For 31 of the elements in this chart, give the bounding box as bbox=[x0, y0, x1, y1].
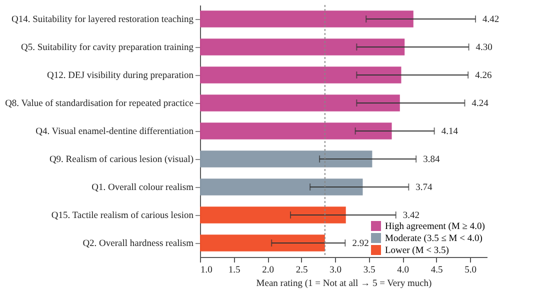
x-tick-label: 3.5 bbox=[363, 266, 376, 276]
y-tick-label: Q12. DEJ visibility during preparation bbox=[47, 71, 194, 81]
x-tick-label: 1.0 bbox=[200, 266, 213, 276]
y-tick-label: Q14. Suitability for layered restoration teaching bbox=[11, 15, 194, 25]
legend-label: Moderate (3.5 ≤ M < 4.0) bbox=[385, 234, 482, 244]
annotation: 3.74 bbox=[416, 183, 433, 193]
annotation: 2.92 bbox=[352, 239, 370, 249]
annotation: 3.84 bbox=[423, 155, 440, 165]
legend-label: High agreement (M ≥ 4.0) bbox=[385, 222, 485, 232]
annotation: 4.26 bbox=[475, 71, 492, 81]
x-tick-label: 4.5 bbox=[430, 266, 444, 276]
x-tick-label: 1.5 bbox=[228, 266, 240, 276]
x-axis-title: Mean rating (1 = Not at all → 5 = Very much) bbox=[256, 279, 432, 289]
y-tick-label: Q2. Overall hardness realism bbox=[82, 239, 194, 249]
y-tick-label: Q9. Realism of carious lesion (visual) bbox=[49, 155, 194, 165]
y-tick-label: Q8. Value of standardisation for repeated practice bbox=[5, 99, 194, 109]
x-tick-label: 5.0 bbox=[464, 266, 477, 276]
y-tick-label: Q4. Visual enamel-dentine differentiation bbox=[36, 127, 194, 137]
annotation: 4.14 bbox=[441, 127, 458, 137]
x-tick-label: 4.0 bbox=[397, 266, 410, 276]
annotation: 4.30 bbox=[476, 43, 493, 53]
y-tick-label: Q1. Overall colour realism bbox=[92, 183, 194, 193]
y-tick-label: Q5. Suitability for cavity preparation training bbox=[20, 43, 194, 53]
annotation: 3.42 bbox=[402, 211, 420, 221]
x-tick-label: 3.0 bbox=[330, 266, 342, 276]
x-tick-label: 2.5 bbox=[296, 266, 308, 276]
legend-label: Lower (M < 3.5) bbox=[385, 246, 449, 256]
annotation: 4.42 bbox=[482, 15, 500, 25]
x-tick-label: 2.0 bbox=[262, 266, 274, 276]
annotation: 4.24 bbox=[472, 99, 489, 109]
y-tick-label: Q15. Tactile realism of carious lesion bbox=[51, 211, 194, 221]
